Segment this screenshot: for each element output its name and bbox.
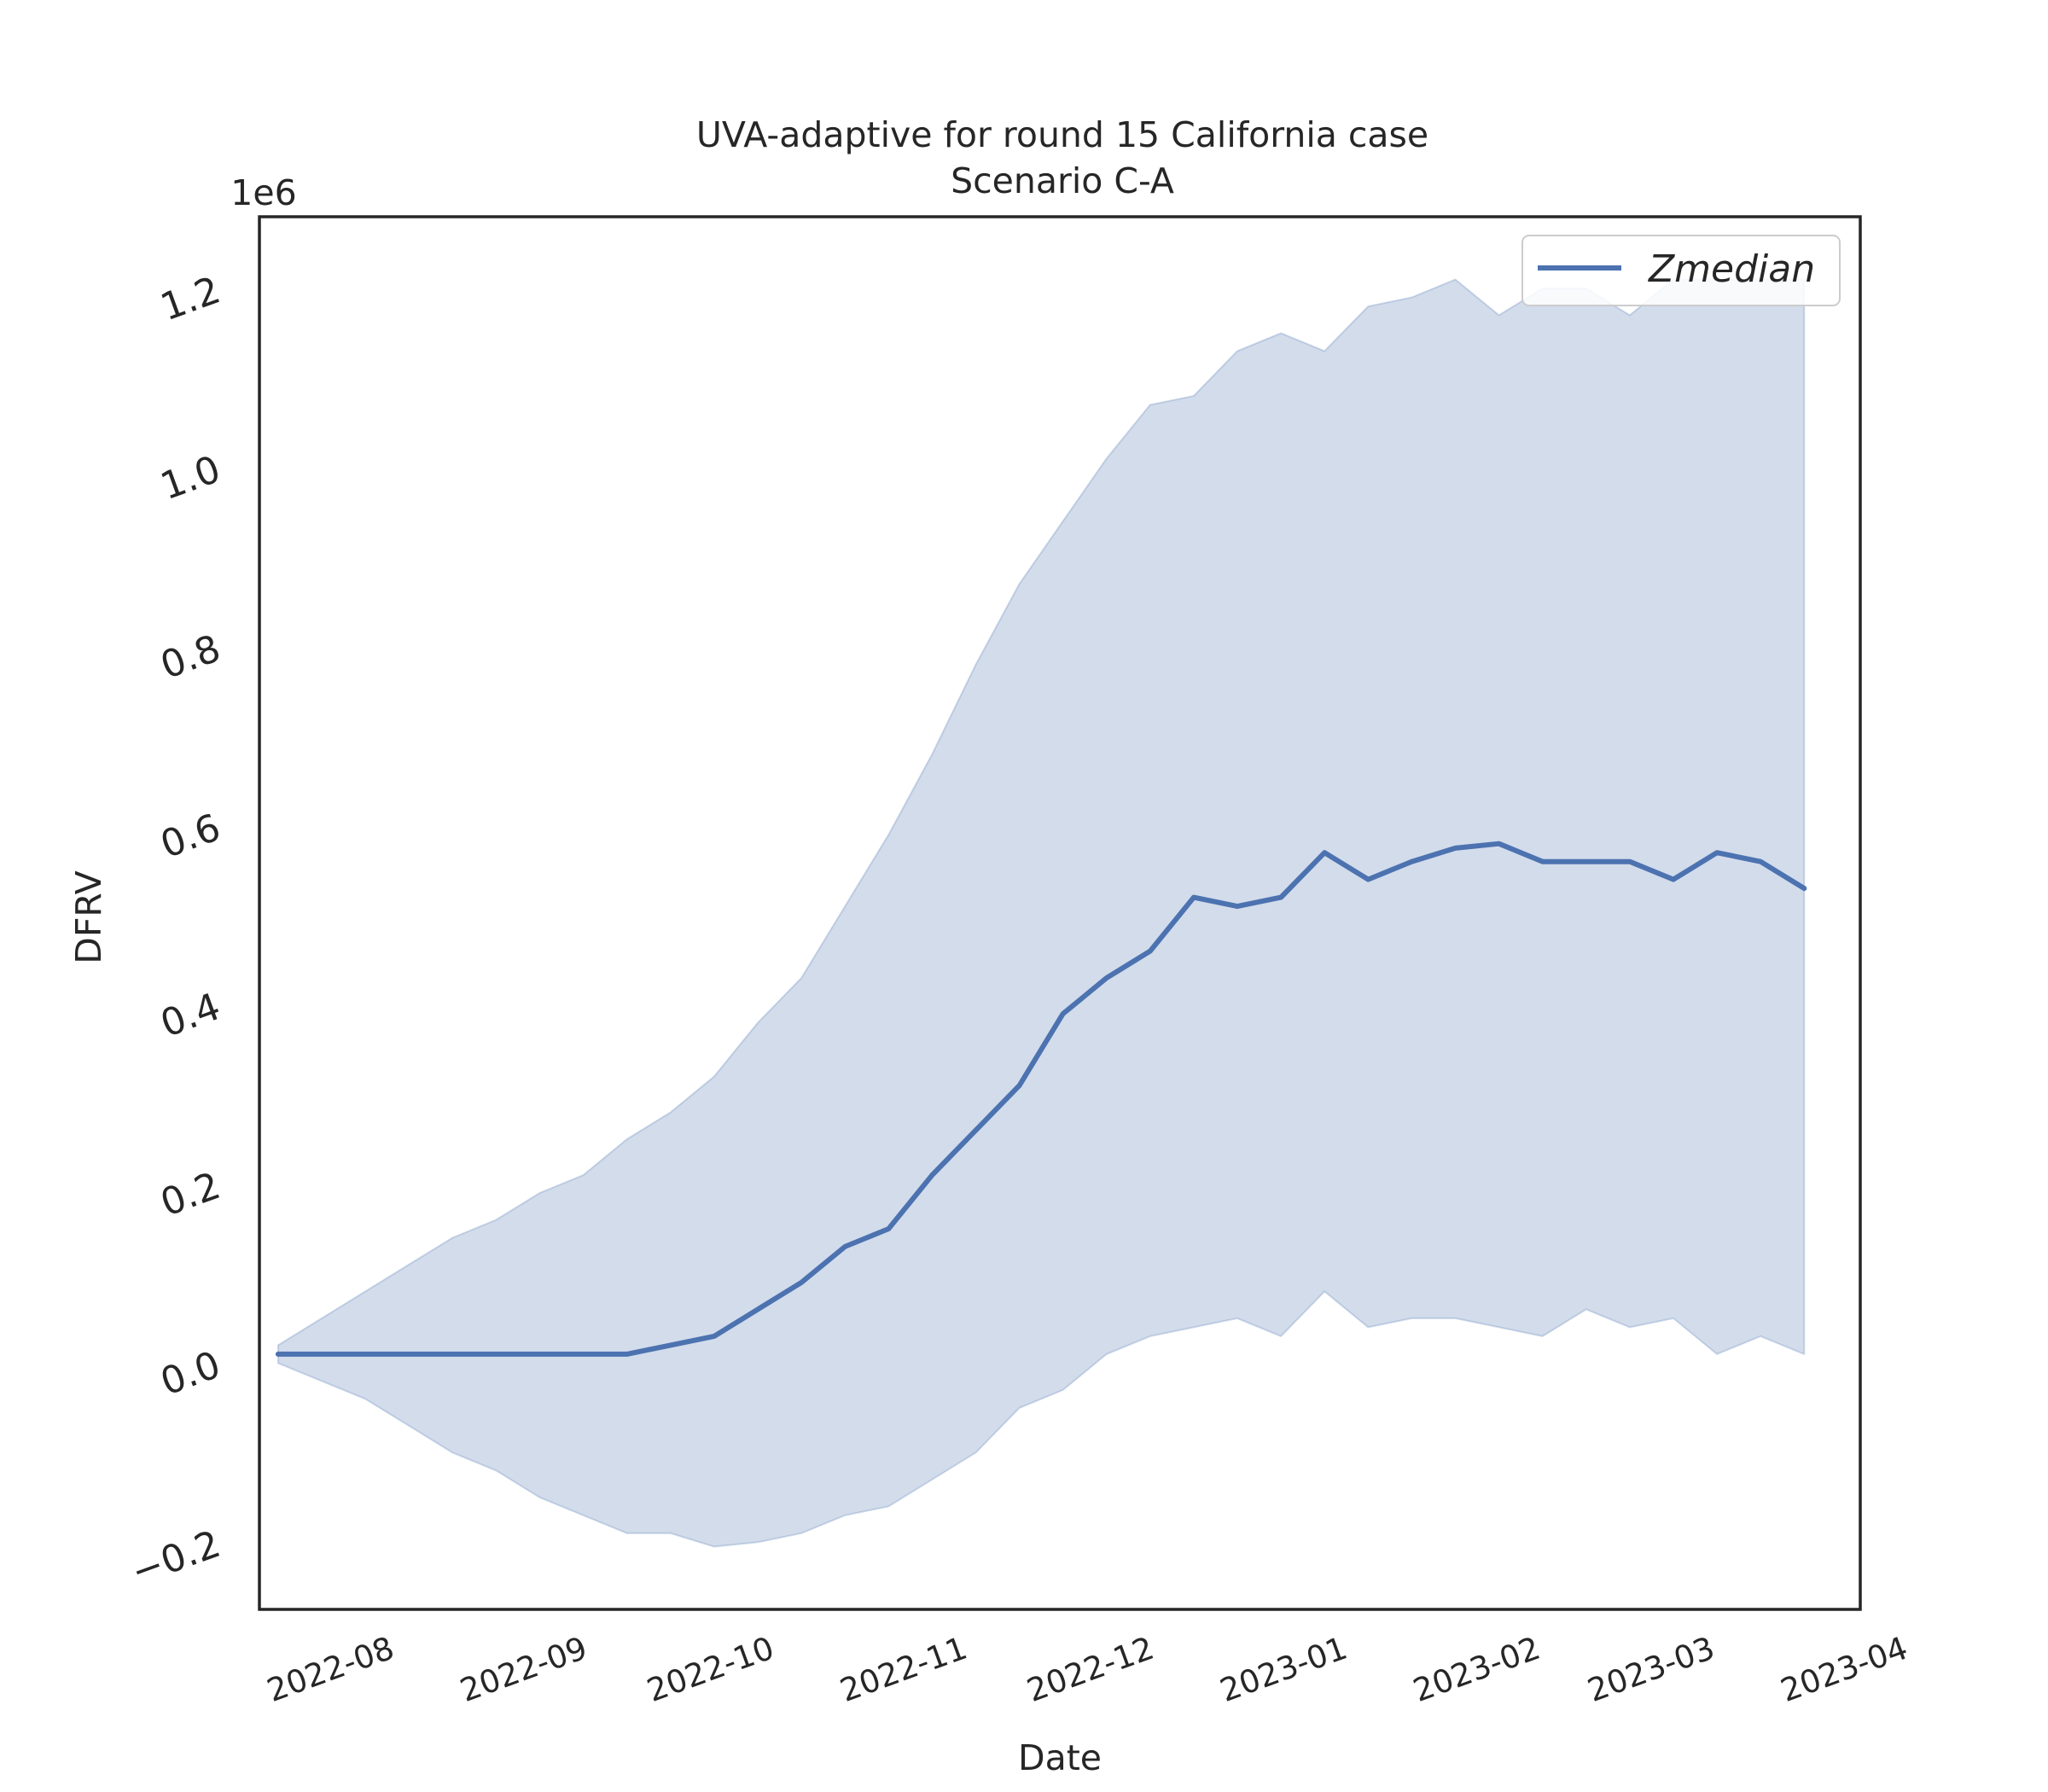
confidence-band-layer (276, 278, 1806, 1548)
chart-title: UVA-adaptive for round 15 California cas… (696, 114, 1428, 155)
legend-label-zmedian: Zmedian (1648, 247, 1815, 291)
x-axis-label: Date (1018, 1737, 1102, 1778)
legend-box (1521, 235, 1841, 306)
plot-frame (258, 215, 1862, 1611)
plot-area (275, 278, 1807, 1548)
median-line-layer (275, 841, 1807, 1357)
y-offset-label: 1e6 (230, 172, 296, 213)
series-line-zmedian (275, 841, 1807, 1357)
legend: Zmedian (1521, 235, 1841, 306)
confidence-band (276, 278, 1806, 1548)
y-axis-label: DFRV (68, 870, 109, 963)
chart-subtitle: Scenario C-A (951, 160, 1174, 201)
